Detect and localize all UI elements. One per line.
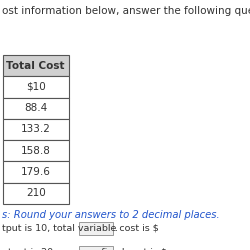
Bar [2,55,69,76]
Bar [2,161,69,182]
Text: 179.6: 179.6 [21,167,50,177]
Bar [79,246,113,250]
Bar [2,182,69,204]
Bar [2,140,69,161]
Text: 210: 210 [26,188,46,198]
Text: ntput is 20, average fixed cost is $: ntput is 20, average fixed cost is $ [2,248,168,250]
Bar [79,222,113,235]
Text: 158.8: 158.8 [21,146,50,156]
Text: ost information below, answer the following questions.: ost information below, answer the follow… [2,6,250,16]
Text: Total Cost: Total Cost [6,60,65,70]
Text: 133.2: 133.2 [21,124,50,134]
Bar [2,76,69,98]
Text: 88.4: 88.4 [24,103,47,113]
Bar [2,119,69,140]
Text: .: . [115,248,118,250]
Text: .: . [115,224,118,233]
Text: s: Round your answers to 2 decimal places.: s: Round your answers to 2 decimal place… [2,210,220,220]
Text: $10: $10 [26,82,46,92]
Bar [2,98,69,119]
Text: tput is 10, total variable cost is $: tput is 10, total variable cost is $ [2,224,159,233]
